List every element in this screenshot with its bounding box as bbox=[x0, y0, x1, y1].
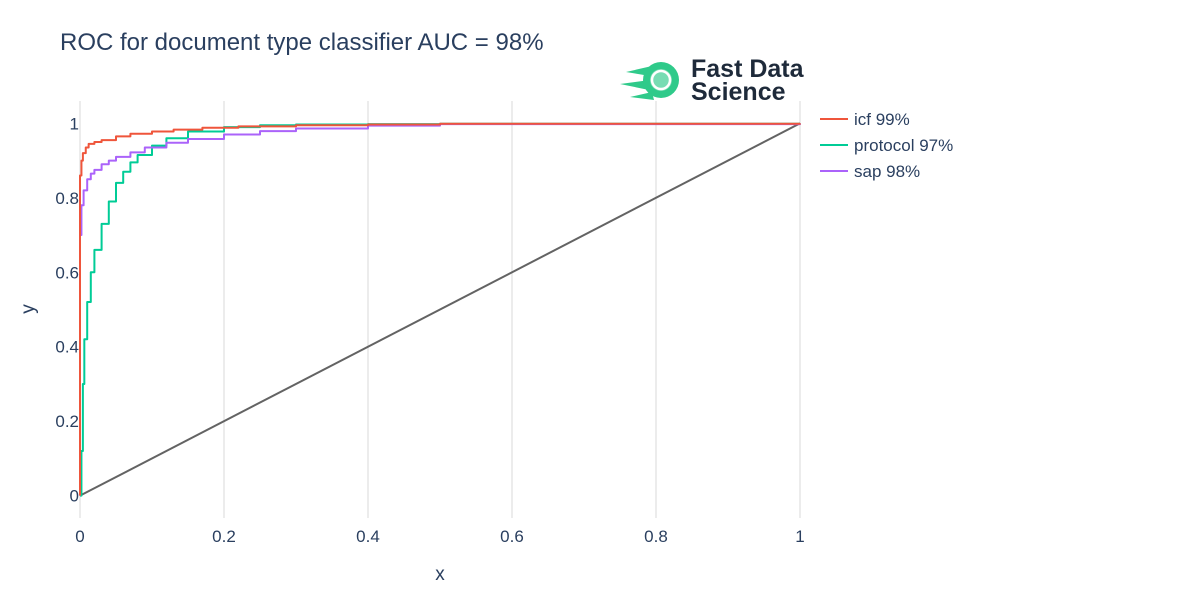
logo-line2: Science bbox=[691, 78, 786, 106]
x-tick-label: 0.2 bbox=[212, 527, 236, 546]
x-tick-label: 0.6 bbox=[500, 527, 524, 546]
y-tick-label: 1 bbox=[70, 114, 79, 133]
y-tick-label: 0.2 bbox=[55, 412, 79, 431]
y-tick-label: 0.8 bbox=[55, 189, 79, 208]
series-line-sap bbox=[79, 123, 801, 496]
y-tick-label: 0 bbox=[70, 487, 79, 506]
x-axis-label: x bbox=[435, 564, 445, 585]
x-tick-label: 0.4 bbox=[356, 527, 380, 546]
series-line-icf bbox=[79, 122, 801, 496]
fast-data-science-logo: Fast Data Science bbox=[620, 55, 805, 106]
x-tick-label: 0.8 bbox=[644, 527, 668, 546]
legend: icf 99% protocol 97% sap 98% bbox=[820, 110, 953, 181]
diagonal-reference-line bbox=[79, 122, 801, 497]
legend-label: icf 99% bbox=[854, 110, 910, 129]
x-tick-label: 1 bbox=[795, 527, 804, 546]
chart-title: ROC for document type classifier AUC = 9… bbox=[60, 29, 544, 56]
legend-item-protocol[interactable]: protocol 97% bbox=[820, 136, 953, 155]
y-tick-labels: 0 0.2 0.4 0.6 0.8 1 bbox=[55, 114, 79, 505]
y-tick-label: 0.6 bbox=[55, 263, 79, 282]
comet-icon bbox=[620, 62, 679, 100]
x-tick-label: 0 bbox=[75, 527, 84, 546]
x-tick-labels: 0 0.2 0.4 0.6 0.8 1 bbox=[75, 527, 804, 546]
legend-label: sap 98% bbox=[854, 162, 920, 181]
series-lines bbox=[79, 122, 801, 497]
logo-line1: Fast Data bbox=[691, 55, 805, 83]
y-axis-label: y bbox=[18, 304, 39, 314]
legend-item-sap[interactable]: sap 98% bbox=[820, 162, 920, 181]
legend-item-icf[interactable]: icf 99% bbox=[820, 110, 910, 129]
legend-label: protocol 97% bbox=[854, 136, 953, 155]
y-tick-label: 0.4 bbox=[55, 338, 79, 357]
